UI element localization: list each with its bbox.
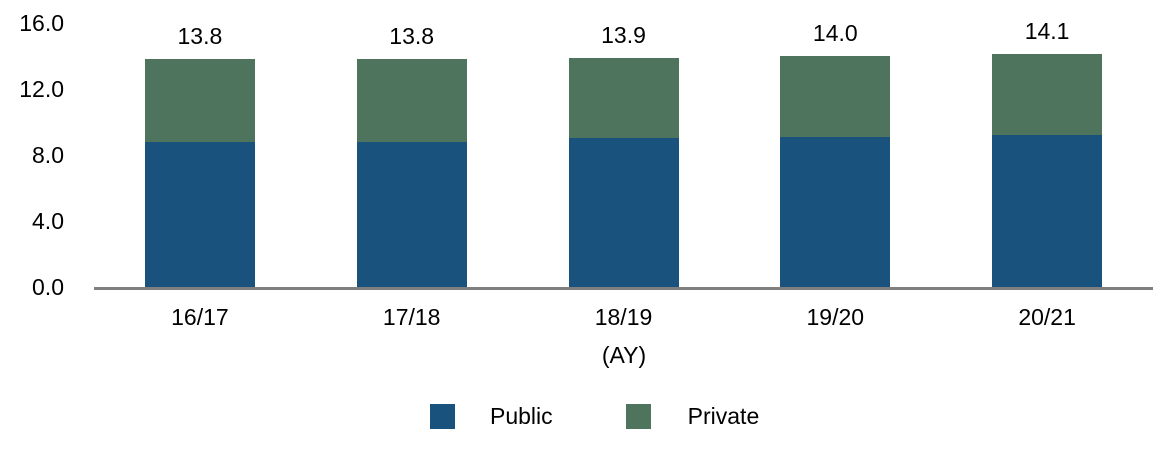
y-axis-tick-label: 0.0 bbox=[32, 274, 64, 300]
x-axis-tick-label: 17/18 bbox=[382, 304, 441, 330]
bar-segment-private bbox=[144, 59, 255, 142]
bar-16-17 bbox=[144, 59, 255, 287]
x-axis-tick-label: 20/21 bbox=[1018, 304, 1076, 330]
legend-swatch-private bbox=[625, 404, 651, 429]
bar-total-label: 13.8 bbox=[177, 23, 223, 50]
y-axis-tick-label: 16.0 bbox=[19, 10, 64, 36]
bar-segment-private bbox=[356, 59, 467, 142]
legend-item-private: Private bbox=[625, 403, 760, 429]
legend-item-public: Public bbox=[430, 404, 553, 429]
bar-segment-public bbox=[356, 141, 467, 287]
bar-20-21 bbox=[992, 54, 1103, 287]
x-axis-title: (AY) bbox=[601, 342, 647, 368]
bar-17-18 bbox=[356, 59, 467, 287]
bar-total-label: 14.0 bbox=[812, 20, 858, 46]
bar-segment-public bbox=[992, 135, 1103, 287]
legend-label-private: Private bbox=[687, 403, 760, 429]
bar-total-label: 13.8 bbox=[389, 23, 435, 50]
bar-segment-public bbox=[780, 136, 891, 287]
bar-19-20 bbox=[780, 56, 891, 287]
x-axis-line bbox=[94, 287, 1153, 290]
legend: Public Private bbox=[430, 404, 759, 429]
bar-total-label: 13.9 bbox=[601, 21, 646, 48]
x-axis-tick-label: 18/19 bbox=[594, 304, 653, 330]
bar-segment-private bbox=[568, 57, 679, 139]
x-axis-tick-label: 19/20 bbox=[806, 304, 865, 330]
bar-18-19 bbox=[568, 57, 679, 287]
bar-segment-private bbox=[992, 54, 1103, 136]
y-axis-tick-label: 4.0 bbox=[32, 208, 64, 234]
y-axis-tick-label: 12.0 bbox=[19, 76, 64, 102]
legend-swatch-public bbox=[430, 404, 455, 429]
x-axis-tick-label: 16/17 bbox=[171, 304, 229, 330]
bar-segment-public bbox=[144, 141, 255, 287]
y-axis-tick-label: 8.0 bbox=[32, 142, 64, 168]
legend-label-public: Public bbox=[490, 403, 553, 429]
bar-segment-public bbox=[568, 138, 679, 287]
bar-total-label: 14.1 bbox=[1024, 18, 1070, 45]
bar-segment-private bbox=[780, 56, 891, 137]
